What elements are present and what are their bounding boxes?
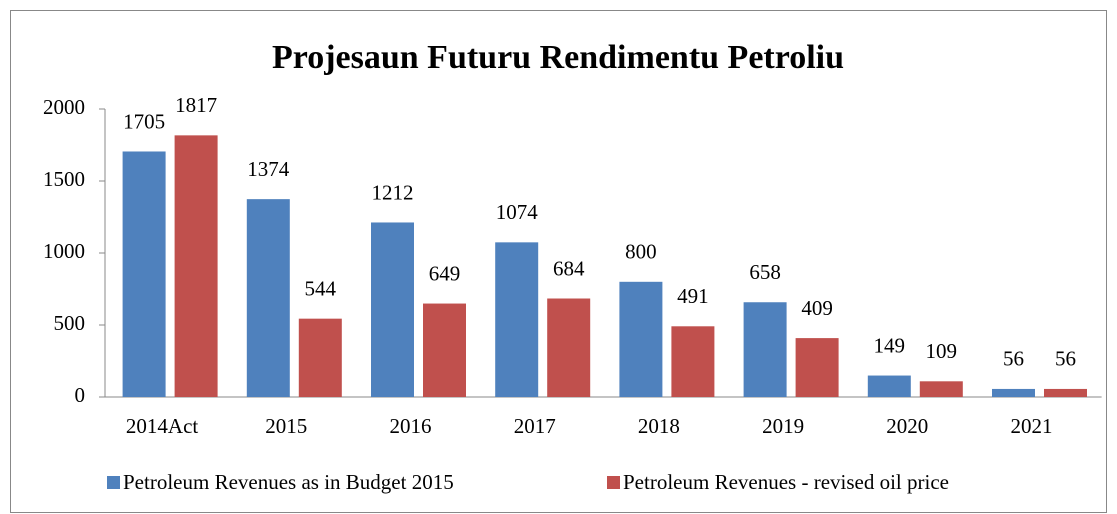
bar <box>246 199 290 397</box>
data-label: 1705 <box>123 109 165 133</box>
data-label: 56 <box>1055 347 1076 371</box>
data-label: 684 <box>553 256 585 280</box>
x-tick-label: 2020 <box>886 414 928 438</box>
bar <box>174 135 218 398</box>
legend-swatch <box>607 476 620 489</box>
y-tick-label: 1000 <box>43 239 85 263</box>
bar <box>919 381 963 397</box>
x-tick-label: 2015 <box>265 414 307 438</box>
x-tick-label: 2017 <box>514 414 556 438</box>
data-label: 658 <box>749 260 781 284</box>
data-label: 1212 <box>372 180 414 204</box>
bar <box>795 338 839 397</box>
bar <box>867 375 911 397</box>
bar <box>495 242 539 397</box>
bar <box>371 222 414 397</box>
data-label: 1074 <box>496 200 539 224</box>
bar <box>423 303 466 397</box>
bar <box>743 302 787 397</box>
legend-label: Petroleum Revenues as in Budget 2015 <box>123 470 454 494</box>
bar <box>992 388 1035 397</box>
data-label: 491 <box>677 284 709 308</box>
chart-title: Projesaun Futuru Rendimentu Petroliu <box>272 39 844 76</box>
bar <box>122 151 166 397</box>
data-label: 800 <box>625 240 657 264</box>
bar <box>1044 388 1087 397</box>
x-tick-label: 2016 <box>390 414 432 438</box>
data-label: 149 <box>874 333 906 357</box>
bar <box>547 298 591 397</box>
x-tick-label: 2014Act <box>126 414 198 438</box>
legend-label: Petroleum Revenues - revised oil price <box>623 470 949 494</box>
data-label: 544 <box>305 276 337 300</box>
y-tick-label: 1500 <box>43 167 85 191</box>
data-label: 1374 <box>247 157 290 181</box>
data-label: 649 <box>429 261 461 285</box>
data-label: 109 <box>926 339 958 363</box>
bar <box>671 326 715 397</box>
bar <box>298 318 342 397</box>
x-tick-label: 2018 <box>638 414 680 438</box>
bar <box>619 281 663 397</box>
data-label: 1817 <box>175 93 217 117</box>
y-tick-label: 0 <box>75 383 86 407</box>
data-label: 409 <box>801 296 833 320</box>
legend-swatch <box>107 476 120 489</box>
x-tick-label: 2019 <box>762 414 804 438</box>
data-label: 56 <box>1003 347 1024 371</box>
y-tick-label: 2000 <box>43 95 85 119</box>
x-tick-label: 2021 <box>1011 414 1053 438</box>
y-tick-label: 500 <box>54 311 86 335</box>
